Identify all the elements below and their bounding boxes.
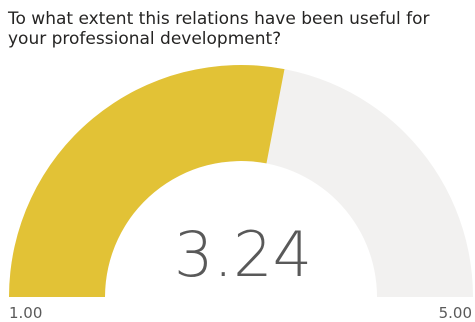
gauge-max-label: 5.00 [439,304,472,322]
gauge-value-arc [9,65,285,297]
gauge-min-label: 1.00 [9,304,42,322]
gauge-value-label: 3.24 [174,218,312,291]
chart-title: To what extent this relations have been … [8,9,435,49]
